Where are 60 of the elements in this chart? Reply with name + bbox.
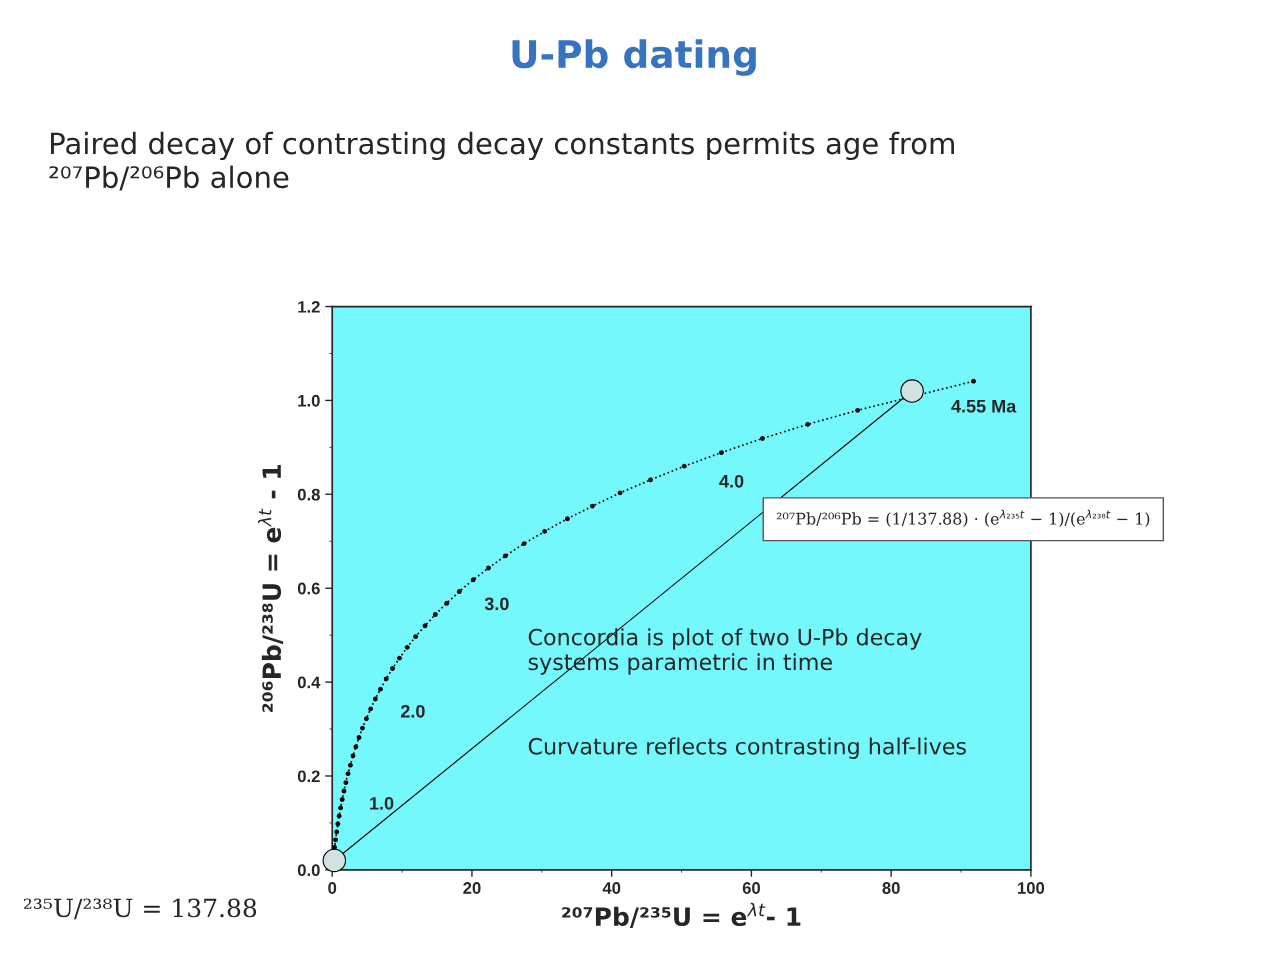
y-axis-title: ²⁰⁶Pb/²³⁸U = e$^{λt}$ - 1 xyxy=(257,464,284,712)
y-tick-label: 0.8 xyxy=(297,488,320,501)
point xyxy=(760,436,765,441)
annotation: 2.0 xyxy=(400,704,425,718)
point xyxy=(363,716,369,722)
point xyxy=(855,407,861,413)
x-tick-label: 0 xyxy=(328,882,337,894)
point xyxy=(542,529,548,534)
point xyxy=(719,450,724,455)
point xyxy=(900,379,924,403)
point xyxy=(422,623,428,629)
point xyxy=(333,837,338,843)
point xyxy=(564,516,570,522)
point xyxy=(338,805,344,811)
point xyxy=(390,666,395,671)
point xyxy=(339,797,345,802)
point xyxy=(372,696,378,702)
point xyxy=(347,762,353,768)
x-tick-label: 100 xyxy=(1018,882,1045,894)
y-tick-label: 0.6 xyxy=(297,582,320,595)
point xyxy=(378,686,383,692)
point xyxy=(456,589,462,594)
annotation: 4.0 xyxy=(719,474,744,488)
annotation: 4.55 Ma xyxy=(951,399,1017,413)
annotation: 3.0 xyxy=(484,597,509,611)
y-tick-label: 0.0 xyxy=(297,864,320,877)
point xyxy=(350,753,356,759)
point xyxy=(805,421,811,427)
point xyxy=(432,612,438,617)
x-tick-label: 80 xyxy=(882,882,900,894)
y-tick-label: 1.0 xyxy=(298,394,320,407)
point xyxy=(368,706,374,712)
x-tick-label: 40 xyxy=(602,882,621,894)
point xyxy=(470,577,476,583)
point xyxy=(681,463,687,469)
point xyxy=(383,676,389,682)
point xyxy=(444,600,450,606)
point xyxy=(971,378,976,384)
annotation: Curvature reflects contrasting half-lives xyxy=(528,737,966,759)
point xyxy=(397,655,402,661)
y-tick-label: 0.2 xyxy=(297,770,320,783)
point xyxy=(648,477,653,483)
point xyxy=(322,848,347,873)
x-axis-title: ²⁰⁷Pb/²³⁵U = e$^{λt}$- 1 xyxy=(562,902,801,929)
point xyxy=(334,829,340,835)
point xyxy=(413,634,419,639)
point xyxy=(332,844,337,850)
x-tick-label: 60 xyxy=(742,882,760,894)
chart-title: U-Pb dating xyxy=(512,39,756,76)
y-tick-label: 0.4 xyxy=(297,676,321,689)
text: ²³⁵U/²³⁸U = 137.88 xyxy=(23,898,257,920)
point xyxy=(404,644,410,650)
annotation: 1.0 xyxy=(370,796,394,810)
x-tick-label: 20 xyxy=(463,882,481,894)
chart-subtitle: Paired decay of contrasting decay constants permits age from ²⁰⁷Pb/²⁰⁶Pb alone xyxy=(49,131,954,191)
annotation: ²⁰⁷Pb/²⁰⁶Pb = (1/137.88) · (e$^{λ₂₃₅t}$ − 1)/(e$^{λ₂₃₈t}$ − 1) xyxy=(776,509,1150,527)
point xyxy=(503,553,508,559)
y-tick-label: 1.2 xyxy=(298,300,320,313)
point xyxy=(343,780,349,785)
point xyxy=(353,744,359,750)
